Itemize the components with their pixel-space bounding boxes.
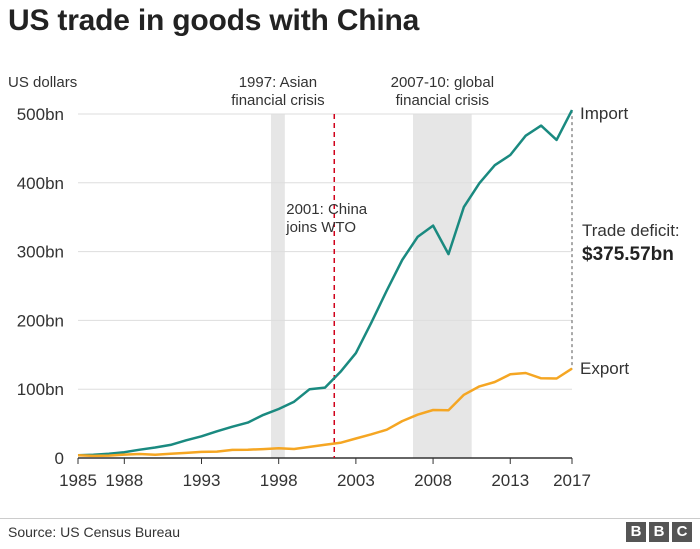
series-lines	[77, 109, 574, 458]
logo-letter: C	[672, 522, 692, 542]
logo-letter: B	[626, 522, 646, 542]
shaded-period-label: financial crisis	[396, 92, 489, 109]
y-tick-label: 500bn	[17, 105, 64, 124]
logo-letter: B	[649, 522, 669, 542]
x-tick-label: 2013	[491, 471, 529, 490]
gridlines	[78, 113, 572, 390]
footer-divider	[0, 518, 700, 519]
shaded-period-label: financial crisis	[231, 92, 324, 109]
source-note: Source: US Census Bureau	[8, 524, 180, 540]
x-tick-label: 1988	[105, 471, 143, 490]
trade-line-chart: 0 100bn 200bn 300bn 400bn 500bn 1985 1988 1993 19…	[8, 74, 680, 490]
x-tick-label: 1993	[183, 471, 221, 490]
shaded-period	[412, 114, 472, 458]
x-tick-label: 2008	[414, 471, 452, 490]
deficit-value: $375.57bn	[582, 244, 674, 265]
events	[333, 110, 573, 458]
chart-title: US trade in goods with China	[8, 4, 420, 37]
y-tick-label: 100bn	[17, 380, 64, 399]
shaded-period	[270, 114, 285, 458]
y-tick-label: 200bn	[17, 311, 64, 330]
event-label: 2001: China	[286, 201, 368, 218]
series-line-export	[77, 367, 573, 458]
x-tick-label: 1998	[260, 471, 298, 490]
y-tick-label: 0	[55, 449, 64, 468]
event-label: joins WTO	[285, 219, 356, 236]
x-tick-label: 1985	[59, 471, 97, 490]
x-tick-label: 2003	[337, 471, 375, 490]
y-tick-label: 300bn	[17, 243, 64, 262]
shaded-periods	[270, 114, 472, 458]
axes: 0 100bn 200bn 300bn 400bn 500bn 1985 1988 1993 19…	[17, 105, 591, 490]
bbc-logo: B B C	[626, 522, 692, 542]
series-line-import	[77, 109, 574, 457]
export-label: Export	[580, 359, 629, 378]
y-tick-label: 400bn	[17, 174, 64, 193]
y-axis-label: US dollars	[8, 74, 77, 91]
deficit-label: Trade deficit:	[582, 221, 680, 240]
x-tick-label: 2017	[553, 471, 591, 490]
shaded-period-label: 2007-10: global	[391, 74, 494, 91]
shaded-period-label: 1997: Asian	[239, 74, 317, 91]
import-label: Import	[580, 104, 628, 123]
